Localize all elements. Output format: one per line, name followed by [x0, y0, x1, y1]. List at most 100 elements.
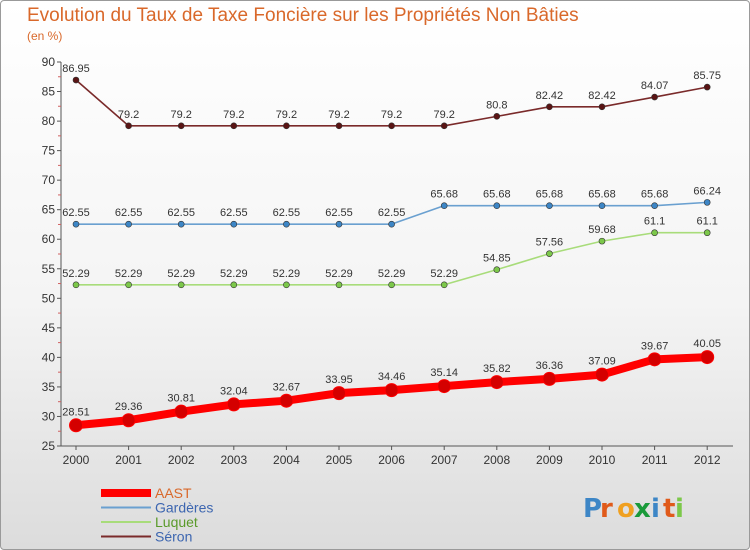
- data-point: [177, 220, 185, 228]
- data-point: [493, 113, 501, 120]
- logo-letter: r: [600, 494, 613, 524]
- data-label: 85.75: [693, 70, 721, 82]
- y-tick-label: 65: [42, 203, 56, 217]
- data-label: 65.68: [483, 189, 511, 201]
- data-label: 62.55: [273, 207, 301, 219]
- data-label: 28.51: [62, 406, 90, 418]
- data-point: [437, 379, 452, 394]
- data-label: 62.55: [220, 207, 248, 219]
- data-point: [283, 220, 290, 228]
- data-point: [69, 418, 83, 433]
- y-tick-label: 40: [42, 350, 56, 364]
- data-label: 52.29: [325, 268, 353, 280]
- data-label: 39.67: [641, 340, 669, 352]
- data-point: [230, 220, 238, 228]
- y-tick-label: 50: [42, 291, 56, 305]
- logo-letter: t: [663, 494, 675, 524]
- data-point: [121, 413, 136, 428]
- x-tick-label: 2012: [694, 453, 721, 467]
- data-label: 40.05: [693, 338, 721, 350]
- data-point: [72, 281, 80, 289]
- chart-axes: 25 30 35 40 45 50 55 60 65 70 75 80 85 90 2000 2001 2002…: [42, 55, 733, 467]
- data-label: 84.07: [641, 80, 669, 92]
- data-point: [703, 83, 711, 91]
- y-tick-label: 75: [42, 144, 56, 158]
- data-point: [125, 281, 132, 289]
- x-tick-label: 2002: [168, 453, 195, 467]
- legend-label: AAST: [155, 485, 192, 501]
- data-point: [335, 122, 343, 130]
- y-tick-label: 60: [42, 232, 56, 246]
- data-point: [651, 202, 658, 209]
- data-label: 65.68: [430, 189, 458, 201]
- data-label: 35.82: [483, 363, 511, 375]
- logo-letter: i: [675, 494, 684, 524]
- data-label: 52.29: [220, 268, 248, 280]
- y-tick-label: 90: [42, 55, 56, 69]
- data-point: [598, 103, 606, 111]
- data-point: [174, 404, 189, 419]
- data-label: 62.55: [62, 207, 90, 219]
- data-point: [598, 202, 606, 209]
- data-point: [440, 281, 448, 289]
- x-tick-label: 2001: [115, 453, 142, 467]
- legend-label: Gardères: [155, 500, 213, 516]
- legend-label: Séron: [155, 529, 192, 545]
- data-label: 34.46: [378, 371, 406, 383]
- y-tick-label: 35: [42, 380, 56, 394]
- logo-letter: P: [583, 494, 602, 524]
- data-point: [493, 202, 501, 209]
- data-label: 61.1: [696, 216, 717, 228]
- series-2: 62.55 62.55 62.55 62.55 62.55 62.55 62.55 65.68…: [62, 185, 721, 228]
- data-point: [700, 350, 715, 365]
- x-tick-label: 2011: [642, 453, 668, 467]
- data-point: [546, 103, 553, 111]
- data-label: 52.29: [273, 268, 301, 280]
- data-point: [388, 122, 395, 130]
- data-point: [283, 122, 290, 130]
- data-point: [388, 220, 395, 228]
- x-tick-label: 2000: [63, 453, 90, 467]
- data-point: [230, 281, 238, 289]
- data-label: 66.24: [693, 185, 721, 197]
- data-label: 35.14: [430, 367, 458, 379]
- data-point: [542, 371, 557, 386]
- data-point: [546, 202, 553, 209]
- data-label: 59.68: [588, 224, 616, 236]
- data-label: 79.2: [328, 109, 349, 121]
- x-tick-label: 2004: [273, 453, 300, 467]
- data-point: [332, 386, 346, 401]
- data-label: 79.2: [381, 109, 402, 121]
- logo-letter: x: [634, 494, 651, 524]
- data-point: [440, 202, 448, 209]
- data-label: 62.55: [325, 207, 353, 219]
- data-point: [283, 281, 290, 289]
- x-tick-label: 2009: [536, 453, 563, 467]
- data-point: [279, 393, 294, 408]
- x-tick-label: 2003: [220, 453, 247, 467]
- data-label: 54.85: [483, 253, 511, 265]
- data-label: 79.2: [170, 109, 191, 121]
- data-point: [598, 237, 606, 245]
- data-label: 62.55: [378, 207, 406, 219]
- data-point: [651, 229, 658, 237]
- data-label: 52.29: [167, 268, 195, 280]
- series-3: 52.29 52.29 52.29 52.29 52.29 52.29 52.29 52.29…: [62, 216, 718, 289]
- data-label: 79.2: [433, 109, 454, 121]
- data-label: 57.56: [536, 237, 564, 249]
- y-tick-label: 80: [42, 114, 56, 128]
- data-label: 33.95: [325, 374, 353, 386]
- y-tick-label: 25: [42, 439, 56, 453]
- chart-unit-label: (en %): [27, 29, 63, 43]
- y-tick-label: 85: [42, 85, 56, 99]
- data-point: [440, 122, 448, 130]
- data-label: 65.68: [588, 189, 616, 201]
- data-label: 52.29: [115, 268, 143, 280]
- x-tick-label: 2008: [483, 453, 510, 467]
- data-point: [489, 375, 504, 390]
- data-point: [493, 266, 501, 273]
- data-label: 65.68: [536, 189, 564, 201]
- data-point: [72, 76, 80, 84]
